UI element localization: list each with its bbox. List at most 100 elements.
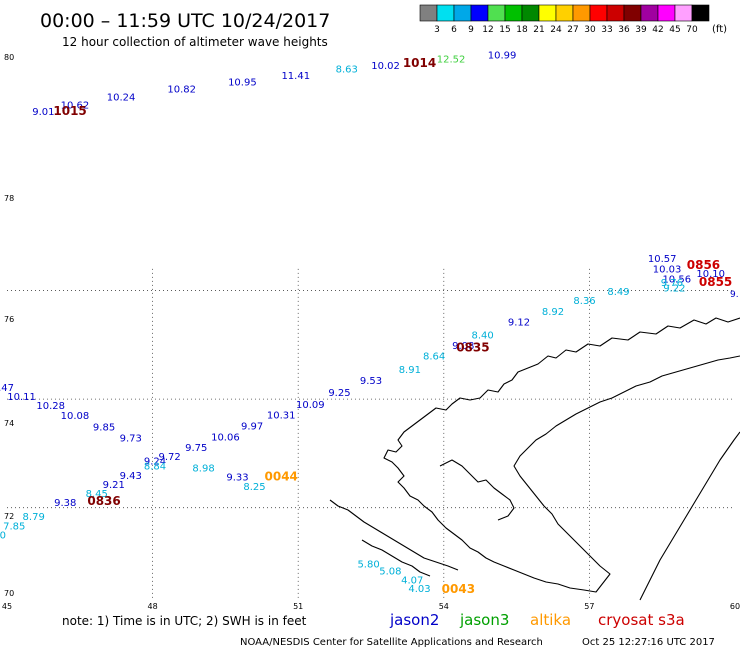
lat-tick-label: 80: [4, 53, 14, 62]
page-title: 00:00 – 11:59 UTC 10/24/2017: [40, 10, 330, 32]
legend-swatch: [640, 4, 659, 22]
wave-height-label: 9.75: [185, 443, 207, 454]
pass-time-labels: 101510140856085508350044083608370043: [53, 56, 732, 596]
lon-tick-label: 57: [584, 602, 594, 611]
wave-height-label: 9.08: [452, 341, 474, 352]
wave-height-label: 10.82: [167, 84, 196, 95]
legend-altika: altika: [530, 611, 571, 629]
legend-unit: (ft): [712, 24, 727, 35]
wave-height-label: 9.72: [158, 452, 180, 463]
legend-tick-label: 24: [550, 25, 562, 35]
wave-height-label: 8.45: [86, 489, 108, 500]
wave-height-label: 10.99: [488, 51, 517, 62]
legend-cryosat: cryosat s3a: [598, 611, 685, 629]
wave-height-label: 10.02: [371, 61, 400, 72]
graticule: [7, 268, 735, 600]
lat-tick-label: 76: [4, 315, 14, 324]
legend-tick-label: 70: [686, 25, 698, 35]
wave-height-label: 9.53: [360, 376, 382, 387]
wave-height-label: 8.36: [573, 296, 595, 307]
legend-jason3: jason3: [459, 611, 509, 629]
wave-height-label: 10.06: [211, 432, 240, 443]
wave-height-label: 4.03: [408, 584, 430, 595]
pass-time-label: 0855: [699, 275, 732, 289]
legend-tick-label: 33: [601, 25, 612, 35]
wave-height-label: 10.57: [648, 254, 677, 265]
lon-tick-label: 54: [439, 602, 449, 611]
wave-height-label: 11.41: [281, 71, 310, 82]
wave-height-label: 5.08: [379, 566, 401, 577]
legend-tick-label: 12: [482, 25, 493, 35]
legend-tick-label: 18: [516, 25, 528, 35]
lon-tick-label: 48: [148, 602, 158, 611]
legend-tick-label: 45: [669, 25, 680, 35]
wave-height-label: 9.73: [120, 433, 142, 444]
footer-credit: NOAA/NESDIS Center for Satellite Applica…: [240, 637, 543, 648]
wave-height-label: 9.21: [103, 480, 125, 491]
wave-height-label: 8.25: [243, 482, 265, 493]
wave-height-label: 9.38: [54, 498, 76, 509]
legend-swatch: [657, 4, 676, 22]
legend-swatch: [487, 4, 506, 22]
pass-time-label: 0044: [265, 470, 298, 484]
legend-swatch: [606, 4, 625, 22]
east-coast: [639, 431, 740, 601]
wave-height-label: 10.08: [61, 411, 90, 422]
footer-note: note: 1) Time is in UTC; 2) SWH is in fe…: [62, 614, 307, 628]
legend-tick-label: 9: [468, 25, 474, 35]
legend-swatch: [453, 4, 472, 22]
axis-tick-labels: 45 48 51 54 57 60 80 78 76 74 72 70: [2, 53, 740, 611]
wave-height-label: 10.95: [228, 77, 257, 88]
wave-height-label: 10.28: [36, 401, 65, 412]
island-chain: [329, 499, 459, 571]
pass-time-label: 0835: [456, 340, 489, 354]
lon-tick-label: 51: [293, 602, 303, 611]
legend-swatch: [504, 4, 523, 22]
wave-height-label: 10.10: [696, 269, 725, 280]
wave-height-label: 10.62: [61, 101, 90, 112]
pass-time-label: 0043: [442, 582, 475, 596]
wave-height-label: 5.80: [357, 559, 379, 570]
wave-height-label: 10.47: [0, 383, 14, 394]
wave-height-label: 9.33: [226, 473, 248, 484]
legend-tick-label: 30: [584, 25, 596, 35]
legend-swatch: [691, 4, 710, 22]
wave-height-label: 8.64: [423, 351, 445, 362]
wave-height-label: 12.52: [437, 55, 466, 66]
legend-tick-label: 21: [533, 25, 544, 35]
legend-swatch: [674, 4, 693, 22]
wave-height-label: 8.79: [23, 512, 45, 523]
novaya-zemlya-coast: [383, 317, 740, 593]
wave-height-label: 8.91: [399, 365, 421, 376]
legend-swatch: [589, 4, 608, 22]
wave-height-label: 9.43: [120, 471, 142, 482]
plot-area: 9.01 10.62 10.24 10.82 10.95 11.41 8.63 10.02 12…: [0, 51, 740, 611]
legend-swatch: [470, 4, 489, 22]
wave-height-label: 9.12: [508, 317, 530, 328]
observation-labels: 9.01 10.62 10.24 10.82 10.95 11.41 8.63 10.02 12…: [0, 51, 725, 595]
wave-height-label: 10.31: [267, 411, 296, 422]
wave-height-label: 8.60: [0, 531, 6, 542]
color-legend: 3 6 9 12 15 18 21 24 27 30 33 36 39 42 45 70: [419, 4, 710, 35]
wave-height-label: 10.56: [662, 274, 691, 285]
wave-height-label: 4.07: [401, 576, 423, 587]
coastline: [329, 317, 740, 601]
wave-height-label: 7.85: [3, 521, 25, 532]
legend-swatch: [538, 4, 557, 22]
wave-height-label: 8.63: [336, 64, 358, 75]
pass-time-label: 1015: [53, 104, 86, 118]
lat-tick-label: 70: [4, 589, 14, 598]
pass-time-label: 0836: [87, 494, 120, 508]
legend-swatch: [521, 4, 540, 22]
legend-jason2: jason2: [389, 611, 439, 629]
legend-tick-label: 36: [618, 25, 630, 35]
legend-tick-label: 42: [652, 25, 663, 35]
pass-time-label: 0856: [687, 258, 720, 272]
lon-tick-label: 45: [2, 602, 12, 611]
lat-tick-label: 72: [4, 512, 14, 521]
footer-timestamp: Oct 25 12:27:16 UTC 2017: [582, 637, 715, 648]
page-subtitle: 12 hour collection of altimeter wave hei…: [62, 35, 328, 49]
wave-height-label: 10.11: [7, 392, 36, 403]
